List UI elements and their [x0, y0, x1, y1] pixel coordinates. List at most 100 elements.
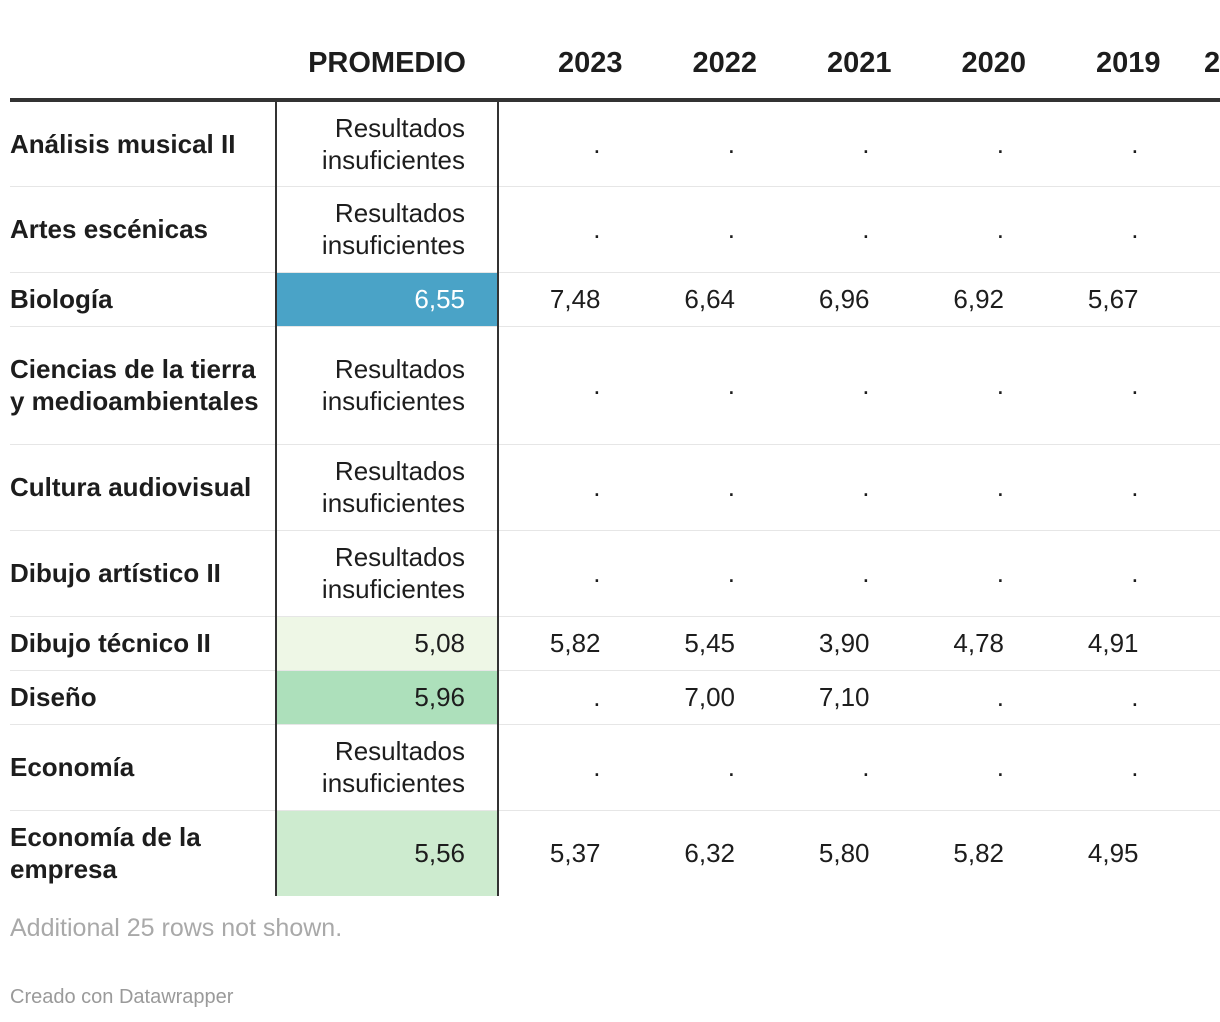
year-value-cell: . [767, 186, 902, 273]
year-value-cell: . [1036, 186, 1171, 273]
header-2021[interactable]: 2021 [767, 0, 902, 102]
year-value-cell: 6,96 [767, 272, 902, 327]
year-value-cell: 6,92 [901, 272, 1036, 327]
year-value-cell: 7,48 [498, 272, 633, 327]
table-header: PROMEDIO 2023 2022 2021 2020 2019 2018 [10, 0, 1220, 102]
table-row: Ciencias de la tierra y medioambientales… [10, 326, 1220, 445]
year-value-cell: . [498, 724, 633, 811]
table-row: Artes escénicas Resultados insuficientes.… [10, 186, 1220, 273]
year-value-cell: . [1036, 326, 1171, 445]
subject-cell: Dibujo técnico II [10, 616, 276, 671]
header-promedio[interactable]: PROMEDIO [276, 0, 498, 102]
promedio-cell: Resultados insuficientes [275, 530, 499, 617]
promedio-cell: 5,08 [275, 616, 499, 671]
subject-cell: Ciencias de la tierra y medioambientales [10, 326, 276, 445]
subject-cell: Artes escénicas [10, 186, 276, 273]
year-value-cell: . [901, 326, 1036, 445]
year-value-cell: . [1036, 100, 1171, 187]
year-value-cell: . [767, 530, 902, 617]
year-value-cell: . [767, 100, 902, 187]
year-value-cell: 4,95 [1087, 838, 1139, 869]
header-2018[interactable]: 2018 [1170, 0, 1220, 102]
year-value-cell: . [1170, 326, 1220, 445]
year-value-cell: . [901, 100, 1036, 187]
subject-cell: Análisis musical II [10, 100, 276, 187]
subject-cell: Economía de la empresa [10, 822, 201, 885]
year-value-cell: . [1170, 444, 1220, 531]
year-value-cell: . [1036, 724, 1171, 811]
year-value-cell [1170, 670, 1220, 725]
subject-cell: Dibujo artístico II [10, 530, 276, 617]
table-row: Cultura audiovisual Resultados insuficien… [10, 444, 1220, 531]
table-row: Diseño 5,96. 7,00 7,10.. [10, 670, 1220, 725]
promedio-cell: 5,56 [275, 810, 499, 896]
year-value-cell: . [767, 326, 902, 445]
year-value-cell: 5,45 [632, 616, 767, 671]
year-value-cell: . [901, 724, 1036, 811]
credit-text: Creado con Datawrapper [10, 986, 234, 1008]
subject-cell: Cultura audiovisual [10, 444, 276, 531]
table-body: Análisis musical II Resultados insuficien… [10, 100, 1220, 896]
year-value-cell: . [498, 670, 633, 725]
header-2022[interactable]: 2022 [632, 0, 767, 102]
promedio-cell: 5,96 [275, 670, 499, 725]
year-value-cell: . [901, 670, 1036, 725]
year-value-cell: . [632, 724, 767, 811]
subject-cell: Biología [10, 272, 276, 327]
promedio-cell: Resultados insuficientes [275, 724, 499, 811]
data-table-container: PROMEDIO 2023 2022 2021 2020 2019 2018 A… [10, 0, 1220, 896]
promedio-cell: Resultados insuficientes [275, 326, 499, 445]
year-value-cell: . [498, 100, 633, 187]
table-row: Economía de la empresa 5,56 5,37 6,32 5,80 5,… [10, 810, 1220, 896]
subject-cell: Diseño [10, 670, 276, 725]
year-value-cell: . [1170, 530, 1220, 617]
year-value-cell: 5,67 [1036, 272, 1171, 327]
year-value-cell: 7,10 [767, 670, 902, 725]
header-2020[interactable]: 2020 [901, 0, 1036, 102]
year-value-cell: . [498, 530, 633, 617]
year-value-cell: 3,90 [767, 616, 902, 671]
year-value-cell: . [767, 444, 902, 531]
header-2023[interactable]: 2023 [498, 0, 633, 102]
promedio-cell: Resultados insuficientes [275, 100, 499, 187]
year-value-cell [1170, 272, 1220, 327]
year-value-cell: . [1036, 670, 1171, 725]
year-value-cell: 4,91 [1036, 616, 1171, 671]
year-value-cell: 5,37 [549, 838, 601, 869]
data-table: PROMEDIO 2023 2022 2021 2020 2019 2018 A… [10, 0, 1220, 896]
promedio-cell: Resultados insuficientes [275, 186, 499, 273]
year-value-cell: . [901, 530, 1036, 617]
year-value-cell: 5,82 [498, 616, 633, 671]
year-value-cell: . [1170, 100, 1220, 187]
year-value-cell: 4,78 [901, 616, 1036, 671]
year-value-cell: . [1036, 530, 1171, 617]
year-value-cell [1171, 810, 1220, 896]
header-2019[interactable]: 2019 [1036, 0, 1171, 102]
year-value-cell: . [1170, 724, 1220, 811]
year-value-cell: . [632, 186, 767, 273]
year-value-cell: . [632, 530, 767, 617]
year-value-cell: 6,64 [632, 272, 767, 327]
subject-cell: Economía [10, 724, 276, 811]
table-row: Dibujo artístico II Resultados insuficien… [10, 530, 1220, 617]
year-value-cell: . [901, 186, 1036, 273]
year-value-cell: . [498, 326, 633, 445]
table-notes: Additional 25 rows not shown. [10, 914, 343, 942]
table-row: Análisis musical II Resultados insuficien… [10, 100, 1220, 187]
promedio-cell: Resultados insuficientes [275, 444, 499, 531]
year-value-cell: . [1170, 186, 1220, 273]
header-row: PROMEDIO 2023 2022 2021 2020 2019 2018 [10, 0, 1220, 102]
year-value-cell: . [498, 186, 633, 273]
year-value-cell: 5,82 [953, 838, 1004, 869]
year-value-cell: . [1036, 444, 1171, 531]
year-value-cell: . [632, 326, 767, 445]
header-subject[interactable] [10, 0, 276, 102]
year-value-cell: 5,80 [818, 838, 870, 869]
year-value-cell: . [632, 444, 767, 531]
year-value-cell: . [498, 444, 633, 531]
year-value-cell: 7,00 [632, 670, 767, 725]
year-value-cell: . [767, 724, 902, 811]
year-value-cell: . [901, 444, 1036, 531]
year-value-cell: . [632, 100, 767, 187]
